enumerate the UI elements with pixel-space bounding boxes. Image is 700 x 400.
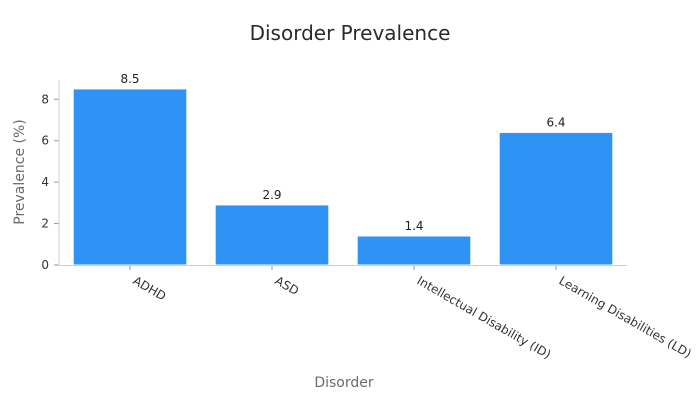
x-tick-label-3: Intellectual Disability (ID) [415, 273, 554, 361]
bar-4 [498, 131, 614, 266]
value-label-4: 6.4 [546, 115, 565, 129]
y-tick-label-4: 6 [41, 134, 49, 148]
x-axis-title: Disorder [314, 375, 374, 391]
bar-2 [214, 204, 330, 266]
y-tick-label-1: 0 [41, 258, 49, 272]
x-tick-label-2: ASD [273, 273, 302, 298]
value-label-3: 1.4 [404, 219, 423, 233]
value-label-2: 2.9 [262, 188, 281, 202]
bar-3 [356, 235, 472, 266]
y-tick-label-2: 2 [41, 217, 49, 231]
chart-title: Disorder Prevalence [250, 21, 451, 45]
x-tick-label-1: ADHD [131, 273, 169, 303]
y-axis-title: Prevalence (%) [12, 119, 28, 225]
y-tick-label-5: 8 [41, 92, 49, 106]
bar-1 [72, 88, 188, 266]
x-tick-label-4: Learning Disabilities (LD) [557, 273, 694, 360]
y-tick-label-3: 4 [41, 175, 49, 189]
value-label-1: 8.5 [120, 72, 139, 86]
